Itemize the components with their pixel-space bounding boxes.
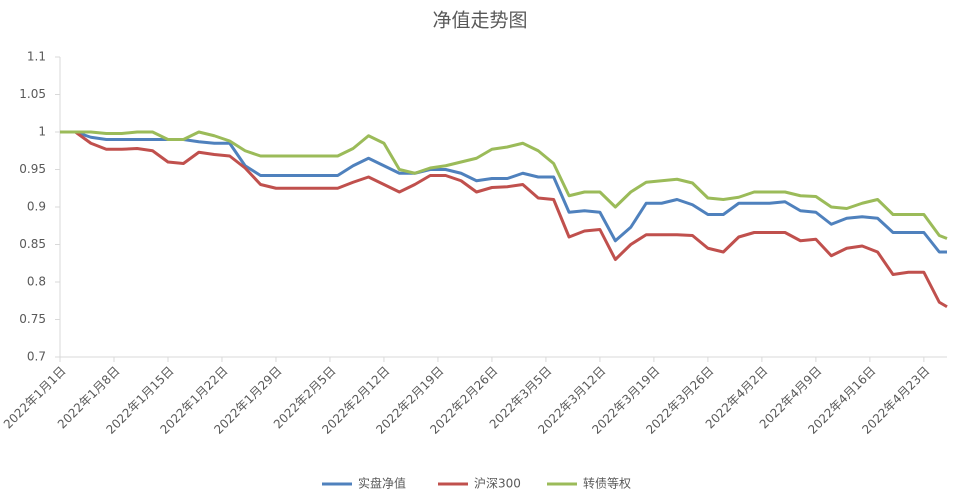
y-tick-label: 1.05: [19, 87, 46, 101]
legend-label: 实盘净值: [358, 476, 406, 491]
y-tick-label: 0.7: [27, 350, 46, 364]
y-tick-label: 0.95: [19, 162, 46, 176]
legend-label: 沪深300: [474, 477, 521, 491]
series-line: [60, 130, 948, 309]
legend-label: 转债等权: [583, 476, 631, 491]
y-tick-label: 0.75: [19, 312, 46, 326]
series-line: [60, 130, 947, 254]
y-tick-label: 1: [38, 125, 46, 139]
y-tick-label: 0.8: [27, 275, 46, 289]
y-tick-label: 0.9: [27, 200, 46, 214]
series-line: [60, 130, 948, 240]
y-tick-label: 0.85: [19, 237, 46, 251]
chart-title: 净值走势图: [432, 10, 527, 32]
y-tick-label: 1.1: [27, 50, 46, 64]
